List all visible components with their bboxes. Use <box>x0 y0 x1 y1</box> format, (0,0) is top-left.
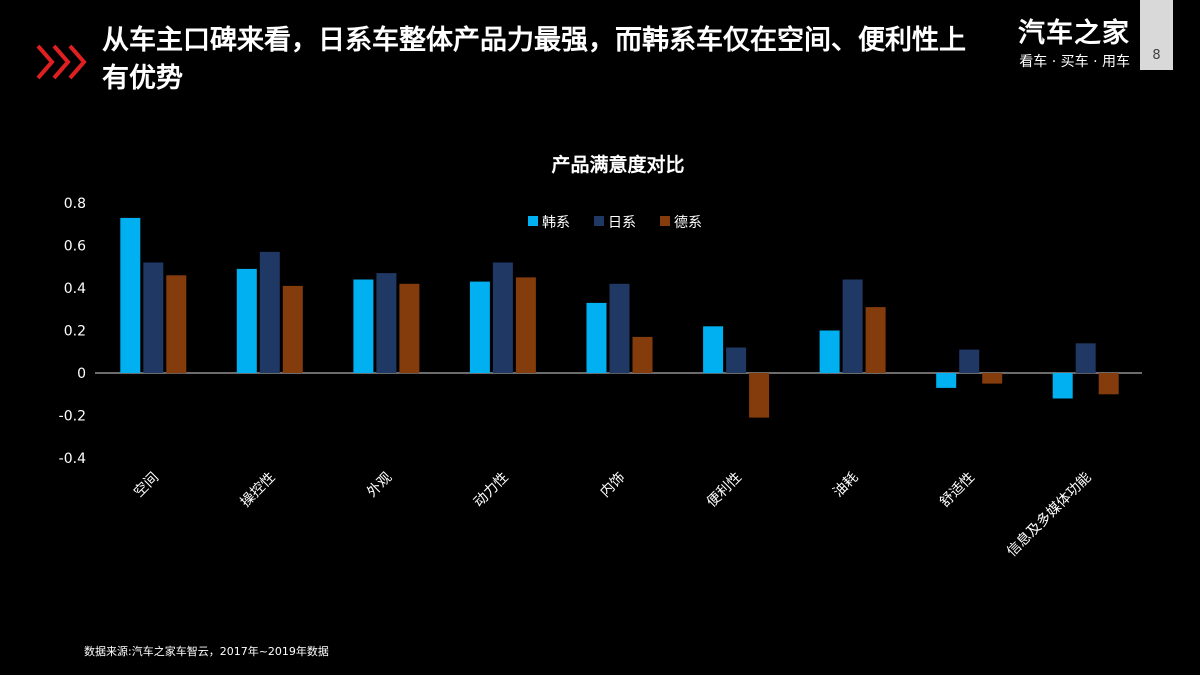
bar-德系-舒适性 <box>982 373 1003 384</box>
page-title: 从车主口碑来看，日系车整体产品力最强，而韩系车仅在空间、便利性上有优势 <box>102 25 966 94</box>
bar-韩系-外观 <box>353 279 374 373</box>
bar-日系-内饰 <box>609 283 630 374</box>
y-tick-label: 0.8 <box>64 196 86 212</box>
page-tab <box>1140 0 1173 70</box>
data-source-note: 数据来源:汽车之家车智云，2017年~2019年数据 <box>84 645 329 658</box>
bar-日系-便利性 <box>726 347 747 373</box>
triple-chevron-right-icon <box>36 44 87 80</box>
bar-日系-空间 <box>143 262 164 373</box>
bar-日系-外观 <box>376 273 397 373</box>
bar-韩系-空间 <box>120 217 141 373</box>
bar-韩系-便利性 <box>703 326 724 374</box>
x-tick-label: 油耗 <box>830 470 861 501</box>
x-tick-label: 便利性 <box>704 470 745 511</box>
bar-韩系-内饰 <box>586 302 607 373</box>
x-tick-label: 空间 <box>131 470 162 501</box>
x-tick-label: 内饰 <box>597 470 628 501</box>
bars-group <box>120 217 1119 418</box>
bar-韩系-信息及多媒体功能 <box>1052 373 1073 399</box>
chart-legend: 韩系 日系 德系 <box>528 215 702 231</box>
bar-德系-便利性 <box>749 373 770 418</box>
brand-logo: 汽车之家 看车 · 买车 · 用车 <box>1008 18 1130 72</box>
y-tick-label: 0.6 <box>64 239 86 255</box>
y-tick-label: 0 <box>77 366 86 382</box>
x-tick-label: 外观 <box>364 470 395 501</box>
legend-label: 日系 <box>608 215 636 231</box>
bar-日系-油耗 <box>842 279 863 373</box>
bar-德系-信息及多媒体功能 <box>1098 373 1119 395</box>
x-axis-labels: 空间 操控性 外观 动力性 内饰 便利性 油耗 舒适性 信息及多媒体功能 <box>131 469 1095 560</box>
y-tick-label: -0.4 <box>59 451 86 467</box>
bar-韩系-油耗 <box>819 330 840 373</box>
bar-德系-油耗 <box>865 307 886 373</box>
y-tick-label: 0.4 <box>64 281 86 297</box>
bar-日系-舒适性 <box>959 349 980 373</box>
y-tick-label: -0.2 <box>59 409 86 425</box>
chart-title: 产品满意度对比 <box>551 153 684 176</box>
bar-日系-操控性 <box>259 251 280 373</box>
bar-日系-信息及多媒体功能 <box>1075 343 1096 374</box>
y-tick-label: 0.2 <box>64 324 86 340</box>
legend-swatch <box>528 216 538 226</box>
bar-德系-内饰 <box>632 336 653 373</box>
legend-label: 德系 <box>674 215 702 231</box>
bar-德系-动力性 <box>515 277 536 373</box>
bar-韩系-动力性 <box>469 281 490 373</box>
bar-日系-动力性 <box>492 262 513 373</box>
legend-label: 韩系 <box>542 215 570 231</box>
legend-swatch <box>594 216 604 226</box>
bar-韩系-舒适性 <box>936 373 957 388</box>
legend-swatch <box>660 216 670 226</box>
page-number: 8 <box>1152 48 1161 63</box>
x-tick-label: 信息及多媒体功能 <box>1003 469 1094 560</box>
x-tick-label: 动力性 <box>471 470 512 511</box>
brand-name: 汽车之家 <box>1018 18 1130 49</box>
brand-slogan: 看车 · 买车 · 用车 <box>1019 54 1130 70</box>
bar-德系-空间 <box>166 275 187 374</box>
x-tick-label: 操控性 <box>238 470 279 511</box>
x-tick-label: 舒适性 <box>937 470 978 511</box>
bar-德系-外观 <box>399 283 420 374</box>
bar-德系-操控性 <box>282 285 303 373</box>
bar-韩系-操控性 <box>236 268 257 373</box>
